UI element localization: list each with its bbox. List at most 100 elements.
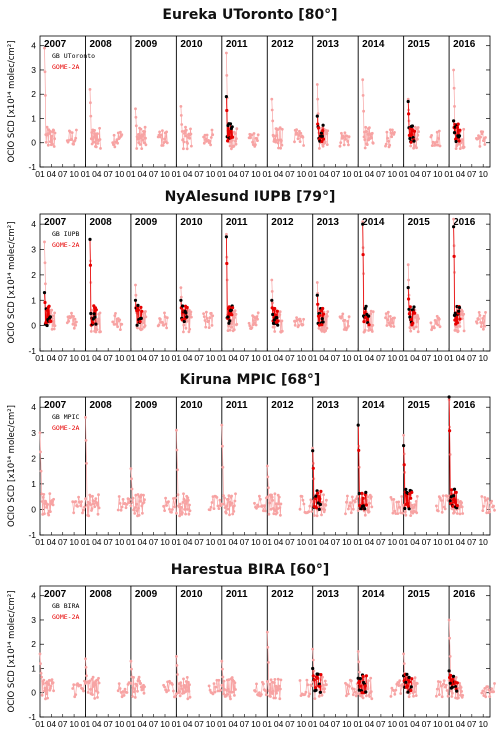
gome-point xyxy=(264,693,268,697)
gome-point xyxy=(414,684,417,687)
gome-point xyxy=(278,126,282,129)
gome-point xyxy=(39,469,43,473)
x-tick-label: 01 xyxy=(308,353,318,363)
gome-point xyxy=(349,511,353,515)
gome-point xyxy=(416,330,420,334)
gome-point xyxy=(437,317,441,321)
x-tick-label: 04 xyxy=(456,169,466,179)
gome-point xyxy=(475,321,479,325)
year-label: 2009 xyxy=(135,400,158,411)
gome-point xyxy=(92,685,95,688)
gome-point xyxy=(483,496,487,499)
gome-point xyxy=(433,319,437,322)
y-tick-label: 4 xyxy=(31,41,36,51)
ground-point xyxy=(45,308,50,312)
y-tick-label: 0 xyxy=(31,321,36,331)
gome-point xyxy=(396,681,400,684)
gome-point xyxy=(266,475,270,479)
gome-point xyxy=(175,655,178,658)
gome-point xyxy=(235,322,239,326)
gome-point xyxy=(484,499,488,502)
gome-point xyxy=(276,128,280,132)
gome-point xyxy=(93,683,97,687)
gome-point xyxy=(188,695,192,699)
gome-point xyxy=(254,143,257,147)
ground-point xyxy=(364,503,368,507)
gome-point xyxy=(228,328,232,332)
gome-point xyxy=(447,618,451,622)
x-tick-label: 04 xyxy=(228,353,238,363)
ground-point xyxy=(48,315,53,319)
gome-point xyxy=(132,676,136,679)
ground-point xyxy=(317,494,321,499)
gome-point xyxy=(448,655,452,658)
gome-point xyxy=(436,143,440,147)
gome-point xyxy=(400,495,404,498)
gome-point xyxy=(175,448,179,452)
gome-point xyxy=(417,130,420,134)
ground-point xyxy=(314,688,318,692)
gome-point xyxy=(211,314,215,318)
x-tick-label: 07 xyxy=(149,169,159,179)
ground-point xyxy=(363,684,367,688)
x-tick-label: 10 xyxy=(206,719,216,729)
gome-point xyxy=(217,678,221,682)
gome-point xyxy=(163,685,167,689)
gome-point xyxy=(41,682,45,686)
gome-point xyxy=(276,507,279,511)
gome-point xyxy=(304,690,308,694)
gome-point xyxy=(233,694,236,697)
gome-point xyxy=(396,512,400,515)
ground-point xyxy=(93,315,97,319)
x-tick-label: 01 xyxy=(126,353,136,363)
x-tick-label: 10 xyxy=(115,719,125,729)
gome-series-line xyxy=(390,496,404,514)
gome-point xyxy=(293,323,297,327)
gome-point xyxy=(483,143,487,146)
gome-point xyxy=(273,492,277,496)
gome-point xyxy=(119,130,122,134)
gome-point xyxy=(278,310,282,314)
gome-point xyxy=(212,507,216,510)
gome-point xyxy=(457,696,460,700)
gome-point xyxy=(180,130,184,133)
x-tick-label: 01 xyxy=(126,169,136,179)
year-label: 2010 xyxy=(180,217,203,228)
gome-point xyxy=(233,309,237,313)
gome-point xyxy=(280,319,284,323)
legend-entry: GB MPIC xyxy=(52,413,79,421)
gome-point xyxy=(232,144,236,148)
x-tick-label: 04 xyxy=(319,537,329,547)
ground-point xyxy=(317,507,321,511)
ground-point xyxy=(136,308,140,312)
year-label: 2007 xyxy=(44,217,67,228)
ground-point xyxy=(405,672,409,677)
gome-point xyxy=(356,509,360,512)
x-tick-label: 01 xyxy=(217,353,227,363)
gome-point xyxy=(388,143,392,147)
gome-point xyxy=(370,697,374,701)
x-tick-label: 10 xyxy=(478,169,488,179)
gome-point xyxy=(298,507,302,511)
gome-point xyxy=(401,511,405,515)
gome-point xyxy=(233,132,237,136)
gome-point xyxy=(270,692,274,695)
gome-point xyxy=(134,493,138,497)
ground-point xyxy=(407,312,411,316)
gome-point xyxy=(390,135,394,139)
gome-point xyxy=(478,145,482,148)
gome-point xyxy=(90,507,94,510)
gome-point xyxy=(163,509,167,512)
x-tick-label: 01 xyxy=(444,719,454,729)
x-tick-label: 07 xyxy=(467,719,477,729)
ground-point xyxy=(410,124,414,128)
x-tick-label: 04 xyxy=(228,719,238,729)
gome-point xyxy=(460,501,463,505)
gome-point xyxy=(83,679,86,683)
gome-point xyxy=(184,128,188,132)
ground-point xyxy=(42,291,47,295)
gome-point xyxy=(207,684,211,688)
gome-point xyxy=(279,513,282,517)
gome-point xyxy=(322,493,325,497)
x-tick-label: 04 xyxy=(92,169,102,179)
